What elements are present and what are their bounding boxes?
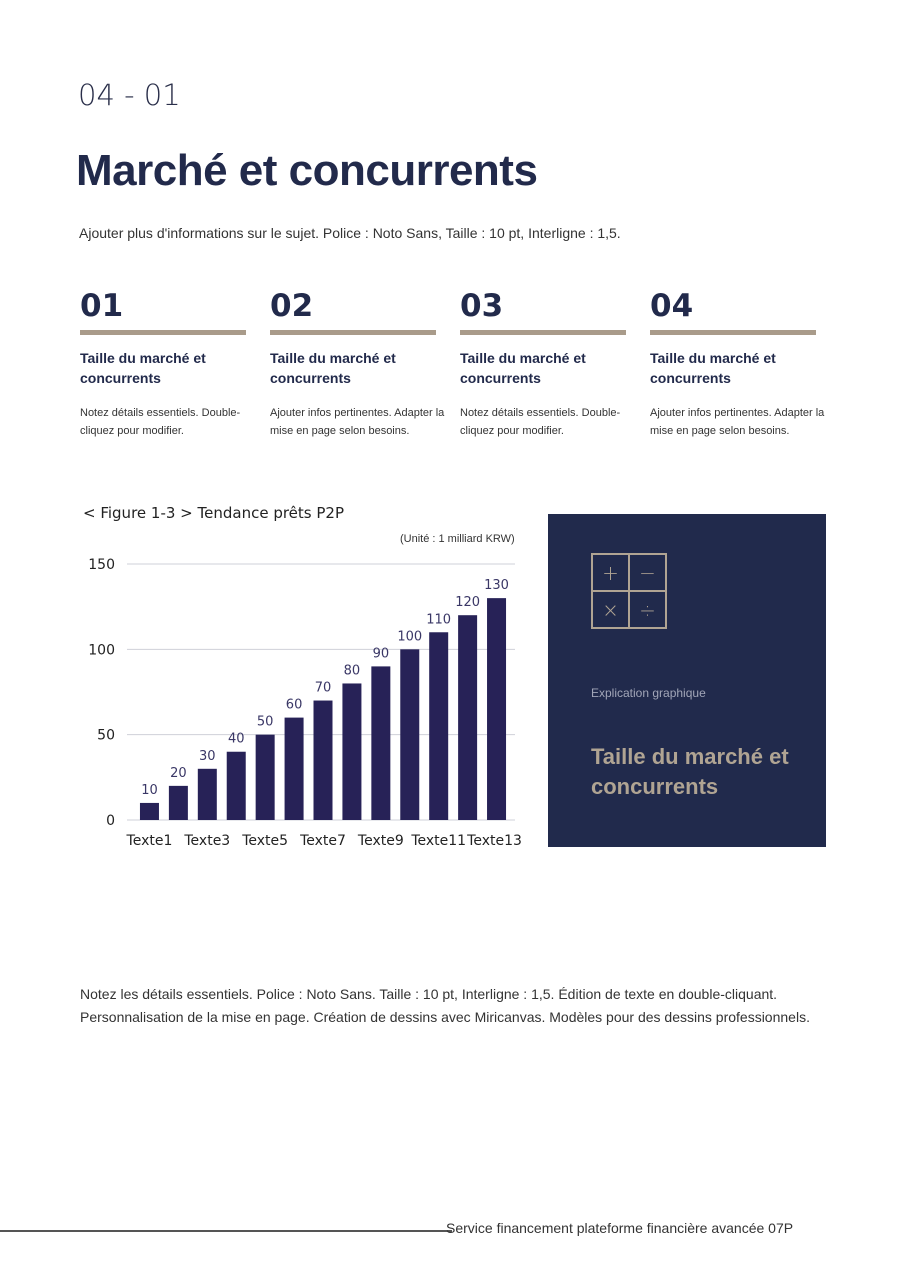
bar <box>342 683 362 820</box>
column-text: Ajouter infos pertinentes. Adapter la mi… <box>650 406 825 438</box>
explanation-panel: + − × ÷ Explication graphique Taille du … <box>548 514 826 847</box>
data-label: 110 <box>426 612 451 627</box>
unit-label: (Unité : 1 milliard KRW) <box>400 533 515 545</box>
bar <box>139 802 159 820</box>
footer-line <box>0 1230 452 1232</box>
data-label: 50 <box>257 715 274 730</box>
column-heading: Taille du marché et concurrents <box>270 350 396 386</box>
data-label: 70 <box>315 681 332 696</box>
column-2: 02 Taille du marché et concurrents Ajout… <box>270 288 446 450</box>
data-label: 60 <box>286 698 303 713</box>
multiply-icon: × <box>592 591 629 628</box>
column-number: 02 <box>270 288 314 324</box>
bar <box>284 717 304 820</box>
panel-title: Taille du marché et concurrents <box>591 744 789 799</box>
data-label: 40 <box>228 732 245 747</box>
data-label: 90 <box>373 646 390 661</box>
y-tick-label: 0 <box>106 813 115 829</box>
divide-icon: ÷ <box>629 591 666 628</box>
column-heading: Taille du marché et concurrents <box>80 350 206 386</box>
column-4: 04 Taille du marché et concurrents Ajout… <box>650 288 826 450</box>
bar <box>313 700 333 820</box>
x-tick-label: Texte13 <box>466 833 522 849</box>
x-tick-label: Texte11 <box>410 833 466 849</box>
notes-text: Notez les détails essentiels. Police : N… <box>80 986 810 1025</box>
divider <box>460 330 626 335</box>
column-text: Notez détails essentiels. Double-cliquez… <box>80 406 241 438</box>
divider <box>80 330 246 335</box>
bar <box>197 768 217 820</box>
bar <box>458 615 478 820</box>
x-tick-label: Texte1 <box>126 833 173 849</box>
bar <box>371 666 391 820</box>
bar <box>429 632 449 820</box>
section-number: 04 - 01 <box>78 78 181 112</box>
divider <box>270 330 436 335</box>
bar <box>400 649 420 820</box>
column-number: 01 <box>80 288 124 324</box>
column-1: 01 Taille du marché et concurrents Notez… <box>80 288 256 450</box>
column-text: Notez détails essentiels. Double-cliquez… <box>460 406 621 438</box>
column-heading: Taille du marché et concurrents <box>650 350 776 386</box>
bar-chart: 0 50 100 150 10 Texte1 20 30 Texte3 40 50 Texte5 60 7… <box>88 557 522 849</box>
figure-title: < Figure 1-3 > Tendance prêts P2P <box>83 504 345 522</box>
y-tick-label: 150 <box>88 557 115 573</box>
data-label: 10 <box>141 783 158 798</box>
column-heading: Taille du marché et concurrents <box>460 350 586 386</box>
bar <box>168 785 188 820</box>
data-label: 30 <box>199 749 216 764</box>
bar <box>255 734 275 820</box>
data-label: 20 <box>170 766 187 781</box>
footer-text: Service financement plateforme financièr… <box>446 1220 794 1236</box>
bar <box>487 598 507 820</box>
panel-label: Explication graphique <box>591 686 706 700</box>
plus-icon: + <box>592 554 629 591</box>
divider <box>650 330 816 335</box>
data-label: 100 <box>397 629 422 644</box>
column-text: Ajouter infos pertinentes. Adapter la mi… <box>270 406 445 438</box>
data-label: 80 <box>344 663 361 678</box>
x-tick-label: Texte5 <box>241 833 288 849</box>
x-tick-label: Texte3 <box>183 833 230 849</box>
data-label: 120 <box>455 595 480 610</box>
calculator-icon: + − × ÷ <box>591 553 667 629</box>
minus-icon: − <box>629 554 666 591</box>
column-number: 04 <box>650 288 694 324</box>
x-tick-label: Texte7 <box>299 833 346 849</box>
column-number: 03 <box>460 288 504 324</box>
intro-text: Ajouter plus d'informations sur le sujet… <box>79 225 621 241</box>
y-tick-label: 50 <box>97 728 115 744</box>
bar <box>226 751 246 820</box>
x-tick-label: Texte9 <box>357 833 404 849</box>
column-3: 03 Taille du marché et concurrents Notez… <box>460 288 636 450</box>
y-tick-label: 100 <box>88 642 115 658</box>
data-label: 130 <box>484 578 509 593</box>
page-title: Marché et concurrents <box>76 146 538 195</box>
